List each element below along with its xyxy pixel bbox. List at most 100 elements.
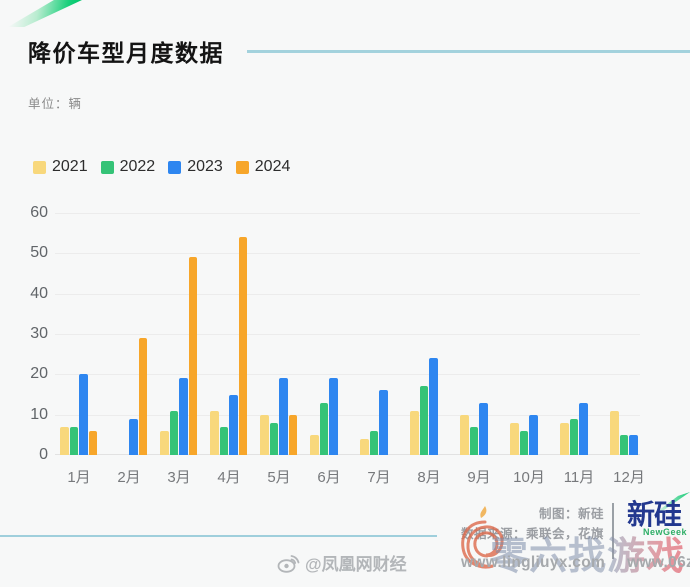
x-axis-label-4月: 4月: [217, 469, 241, 486]
legend-item-2021: 2021: [33, 158, 88, 176]
x-axis-labels: 1月 2月 3月 4月 5月 6月 7月 8月 9月 10月 11月 12月: [60, 466, 648, 487]
gridline-20: [55, 374, 640, 376]
bar-2023-6月: [329, 378, 338, 455]
bar-2021-5月: [260, 414, 269, 455]
site-watermark-text: 零六找游戏: [490, 525, 685, 580]
legend-item-2024: 2024: [235, 158, 291, 176]
footer-accent-line: [0, 535, 437, 537]
bar-2022-12月: [619, 434, 628, 455]
bar-group-8月: [410, 213, 448, 455]
title-accent-line: [247, 50, 690, 53]
x-axis-label-8月: 8月: [417, 469, 441, 486]
legend-label: 2023: [187, 158, 223, 175]
y-tick-label-50: 50: [30, 244, 48, 262]
chart-legend: 2021 2022 2023 2024: [33, 158, 290, 176]
credit-maker: 制图：新硅: [538, 507, 604, 521]
watermark-url-1: www.lingliuyx.com: [461, 554, 606, 571]
bar-group-6月: [310, 213, 348, 455]
watermark-urls: www.lingliuyx.com www.06zyx.com: [461, 554, 690, 572]
weibo-watermark: @凤凰网财经: [277, 550, 407, 575]
bar-2024-2月: [138, 338, 147, 455]
bar-series-area: [60, 213, 648, 455]
bar-group-3月: [160, 213, 198, 455]
bar-2024-5月: [288, 414, 297, 455]
bar-2023-7月: [379, 390, 388, 455]
green-swoosh-decoration: [8, 0, 82, 27]
x-axis-label-6月: 6月: [317, 469, 341, 486]
y-tick-label-40: 40: [30, 284, 48, 302]
newgeek-logo: 新硅 NewGeek: [621, 500, 687, 537]
bar-2023-9月: [479, 402, 488, 455]
y-tick-label-60: 60: [30, 204, 48, 221]
bar-2022-5月: [269, 422, 278, 455]
x-axis-label-3月: 3月: [167, 469, 191, 486]
bar-2024-3月: [188, 257, 197, 455]
bar-2023-11月: [579, 402, 588, 455]
gridline-10: [55, 414, 640, 416]
bar-2021-7月: [360, 438, 369, 455]
bar-2023-4月: [229, 394, 238, 455]
bar-group-1月: [60, 213, 98, 455]
logo-text: 新硅: [626, 499, 682, 530]
bar-2024-1月: [88, 430, 97, 455]
bar-2023-5月: [279, 378, 288, 455]
bar-2023-3月: [179, 378, 188, 455]
bar-2021-4月: [210, 410, 219, 455]
bar-group-2月: [110, 213, 148, 455]
y-tick-label-20: 20: [30, 365, 48, 383]
page-title: 降价车型月度数据: [28, 40, 224, 66]
bar-group-12月: [610, 213, 648, 455]
chart-plot-area: [55, 213, 640, 455]
bar-2022-1月: [69, 426, 78, 455]
bar-2022-9月: [469, 426, 478, 455]
bar-2023-12月: [629, 434, 638, 455]
legend-swatch-2022: [100, 160, 114, 174]
x-axis-label-11月: 11月: [563, 469, 595, 486]
legend-label: 2021: [52, 158, 88, 175]
bar-group-7月: [360, 213, 398, 455]
x-axis-label-2月: 2月: [117, 469, 141, 486]
bar-2022-4月: [219, 426, 228, 455]
y-tick-label-10: 10: [30, 405, 48, 423]
legend-item-2022: 2022: [100, 158, 156, 176]
gridline-0: [55, 454, 640, 455]
bar-2021-8月: [410, 410, 419, 455]
weibo-account-label: @凤凰网财经: [305, 555, 407, 574]
weibo-icon: [277, 554, 300, 573]
footer-divider: [612, 503, 614, 559]
legend-label: 2024: [254, 158, 291, 175]
x-axis-label-7月: 7月: [367, 469, 391, 486]
bar-2023-8月: [429, 358, 438, 455]
swirl-watermark-icon: [461, 506, 504, 569]
bar-2021-12月: [610, 410, 619, 455]
y-tick-label-30: 30: [30, 325, 48, 342]
x-axis-label-5月: 5月: [267, 469, 291, 486]
logo-subtext: NewGeek: [621, 527, 687, 537]
x-axis-label-12月: 12月: [613, 469, 645, 486]
bar-group-4月: [210, 213, 248, 455]
gridline-60: [55, 213, 640, 214]
bar-2024-4月: [238, 237, 247, 455]
bar-2021-6月: [310, 434, 319, 455]
legend-swatch-2021: [33, 160, 46, 174]
x-axis-label-9月: 9月: [467, 469, 491, 486]
bar-2023-2月: [129, 418, 138, 455]
gridline-30: [55, 334, 640, 335]
unit-label: 单位：辆: [28, 97, 83, 111]
bar-2022-6月: [319, 402, 328, 455]
watermark-url-2: www.06zyx.com: [627, 554, 690, 571]
bar-2022-10月: [519, 430, 528, 455]
bar-2021-9月: [460, 414, 469, 455]
x-axis-label-10月: 10月: [513, 469, 545, 486]
bar-2023-1月: [79, 374, 88, 455]
y-tick-label-0: 0: [39, 446, 48, 463]
bar-2021-1月: [60, 426, 69, 455]
bar-2022-7月: [369, 430, 378, 455]
legend-label: 2022: [119, 158, 156, 175]
bar-group-11月: [560, 213, 598, 455]
bar-2022-3月: [169, 410, 178, 455]
bar-2023-10月: [529, 414, 538, 455]
legend-item-2023: 2023: [168, 158, 223, 176]
bar-2022-11月: [569, 418, 578, 455]
